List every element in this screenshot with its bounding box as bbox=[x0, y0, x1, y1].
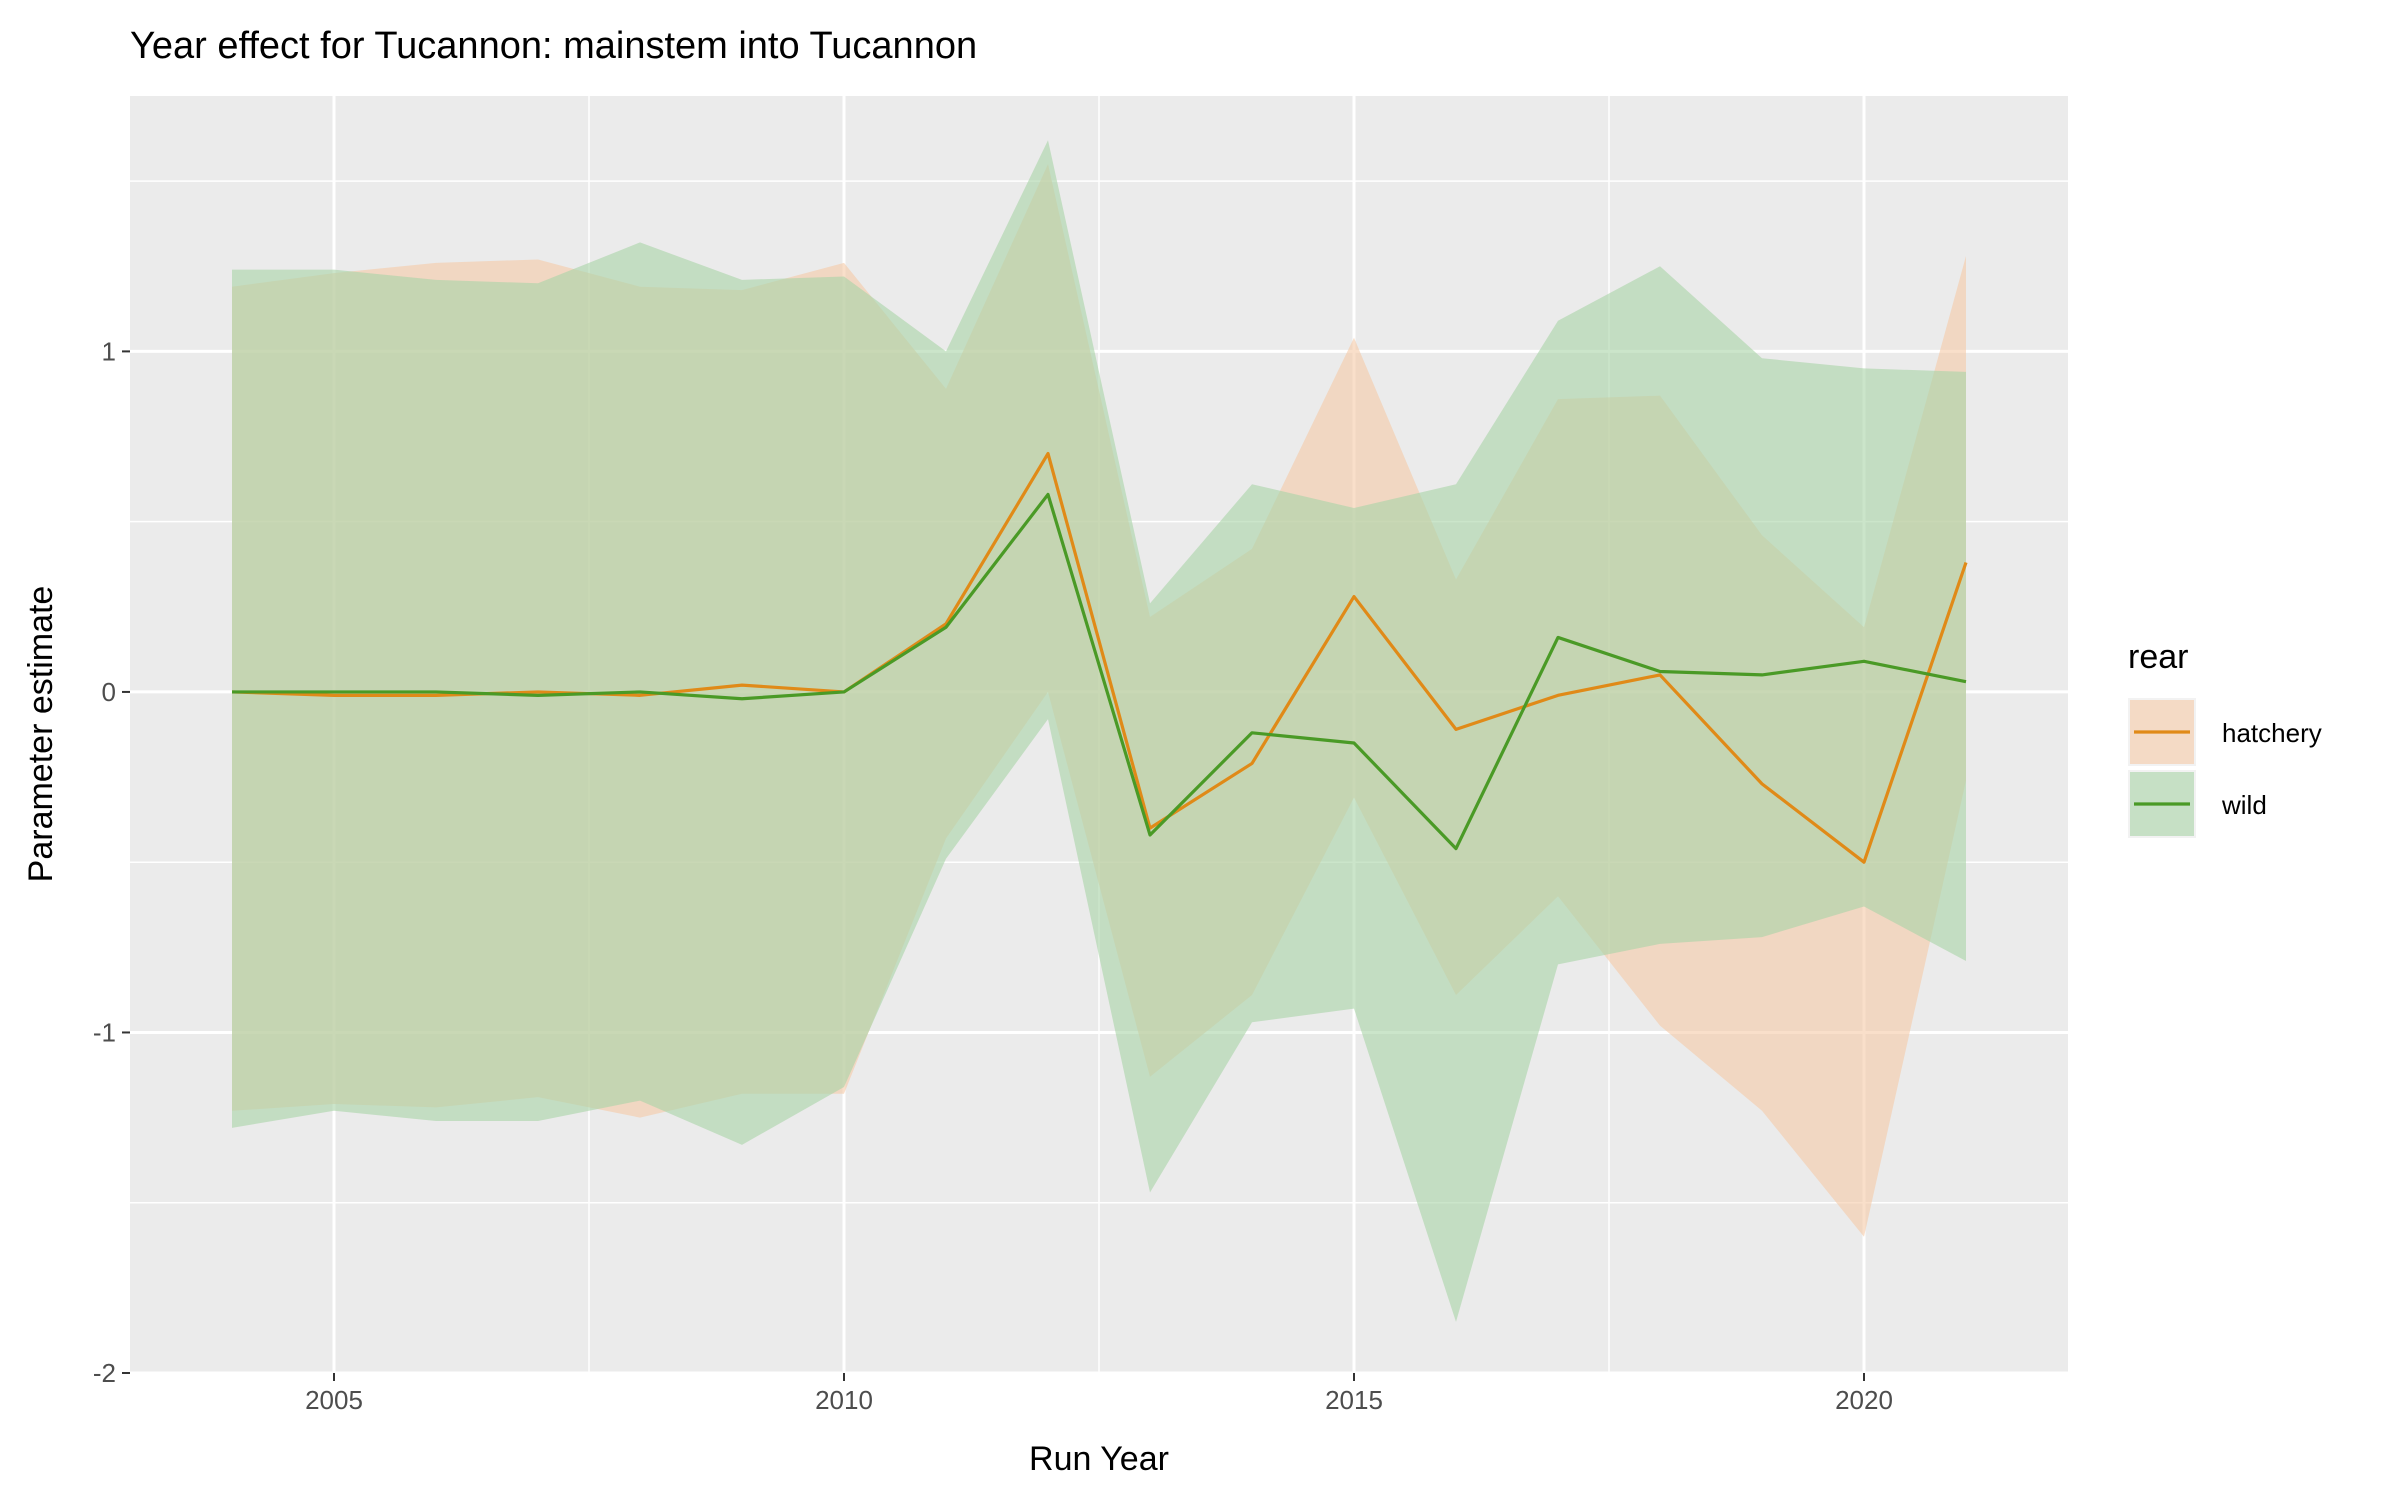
y-tick-label: 0 bbox=[102, 677, 116, 707]
x-tick-labels: 2005 2010 2015 2020 bbox=[305, 1385, 1893, 1415]
x-tick-label: 2020 bbox=[1835, 1385, 1893, 1415]
x-tick-label: 2015 bbox=[1325, 1385, 1383, 1415]
confidence-bands bbox=[232, 140, 1966, 1322]
x-tick-label: 2010 bbox=[815, 1385, 873, 1415]
legend: rear hatchery wild bbox=[2128, 638, 2322, 838]
legend-label-hatchery: hatchery bbox=[2222, 718, 2322, 748]
chart-title: Year effect for Tucannon: mainstem into … bbox=[130, 25, 977, 67]
legend-title: rear bbox=[2128, 638, 2188, 676]
x-tick-label: 2005 bbox=[305, 1385, 363, 1415]
x-axis-title: Run Year bbox=[1029, 1440, 1169, 1478]
y-tick-label: -2 bbox=[93, 1358, 116, 1388]
legend-label-wild: wild bbox=[2221, 790, 2267, 820]
y-tick-labels: -2 -1 0 1 bbox=[93, 336, 116, 1388]
band-wild bbox=[232, 140, 1966, 1322]
line-wild bbox=[232, 492, 1967, 851]
y-tick-label: 1 bbox=[102, 336, 116, 366]
series-lines bbox=[231, 451, 1968, 864]
axis-ticks bbox=[122, 350, 1865, 1381]
y-axis-title: Parameter estimate bbox=[22, 586, 60, 883]
line-hatchery bbox=[231, 451, 1968, 864]
y-tick-label: -1 bbox=[93, 1017, 116, 1047]
